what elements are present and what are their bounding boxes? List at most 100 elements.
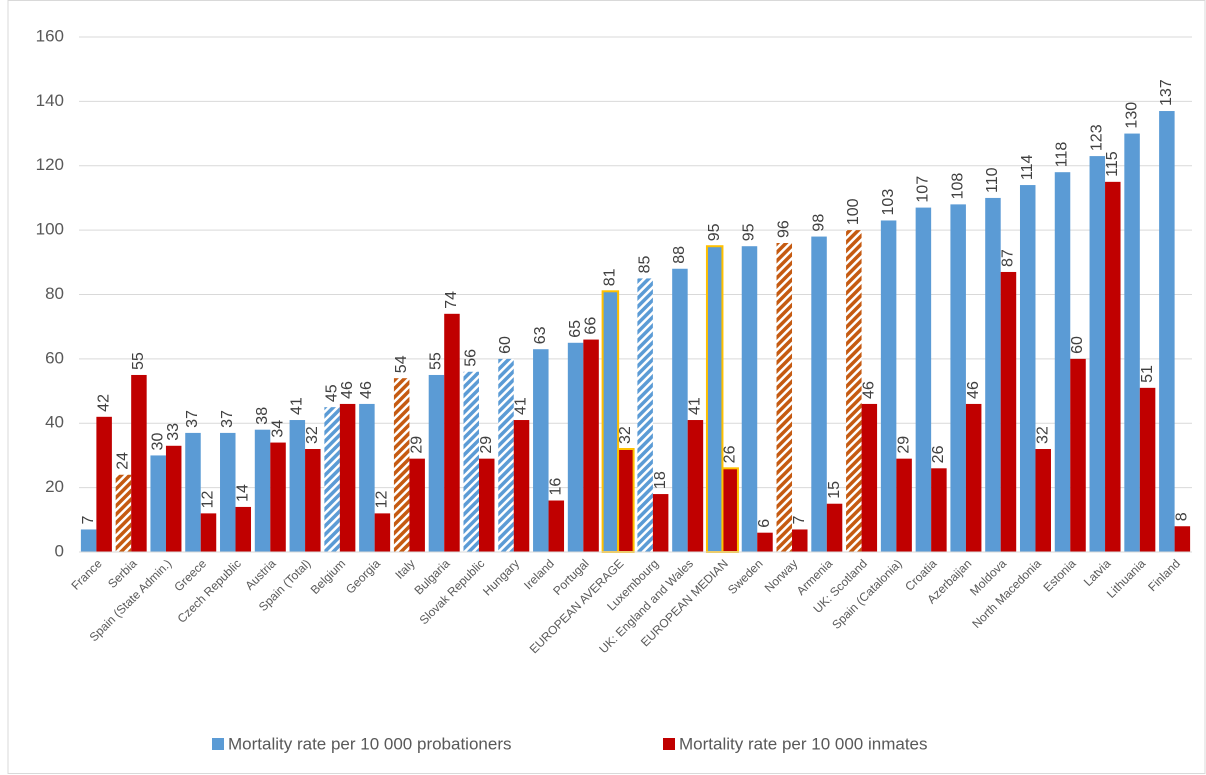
value-label: 7 (80, 515, 97, 524)
bar (1054, 172, 1071, 552)
value-label: 65 (567, 320, 584, 338)
bar (950, 204, 966, 552)
bar (235, 506, 252, 552)
bar (305, 449, 321, 552)
bar (393, 378, 410, 552)
bar (478, 458, 495, 552)
value-label: 81 (602, 268, 619, 286)
bar (1019, 185, 1036, 552)
bar (409, 458, 425, 552)
value-label: 108 (949, 173, 966, 200)
value-label: 46 (339, 381, 356, 399)
y-tick-label: 0 (55, 541, 64, 560)
bar (444, 313, 460, 552)
value-label: 29 (895, 436, 912, 454)
value-label: 56 (462, 349, 479, 367)
bar (741, 246, 758, 552)
bar (776, 243, 793, 552)
value-label: 123 (1089, 124, 1106, 151)
value-label: 85 (636, 256, 653, 274)
value-label: 41 (289, 397, 306, 415)
value-label: 100 (845, 198, 862, 225)
bar (880, 220, 897, 552)
value-label: 137 (1158, 79, 1175, 106)
value-label: 12 (374, 490, 391, 508)
value-label: 46 (861, 381, 878, 399)
value-label: 32 (617, 426, 634, 444)
value-label: 96 (775, 220, 792, 238)
x-tick-label: Lithuania (1104, 556, 1149, 601)
x-tick-label: Italy (392, 556, 417, 581)
value-label: 95 (706, 223, 723, 241)
x-tick-label: Sweden (725, 556, 766, 597)
value-label: 37 (219, 410, 236, 428)
bar (96, 416, 112, 552)
y-tick-label: 140 (36, 91, 64, 110)
x-tick-label: Estonia (1040, 556, 1078, 594)
bar (428, 374, 445, 552)
value-label: 24 (115, 452, 132, 470)
value-label: 45 (323, 384, 340, 402)
value-label: 63 (532, 326, 549, 344)
value-label: 55 (130, 352, 147, 370)
value-label: 60 (497, 336, 514, 354)
bar (1000, 271, 1017, 552)
bar (220, 432, 236, 552)
y-tick-label: 160 (36, 26, 64, 45)
value-label: 18 (652, 471, 669, 489)
bar (324, 407, 340, 552)
value-label: 32 (1034, 426, 1051, 444)
value-label: 16 (548, 478, 565, 496)
value-label: 34 (269, 420, 286, 438)
bar (567, 342, 584, 552)
x-tick-label: Georgia (343, 556, 383, 596)
value-label: 95 (741, 223, 758, 241)
bar (826, 503, 843, 552)
bar (463, 371, 479, 552)
bar (792, 529, 808, 552)
bar (601, 290, 620, 553)
value-label: 60 (1069, 336, 1086, 354)
bar (637, 278, 653, 552)
value-label: 26 (930, 445, 947, 463)
legend-label: Mortality rate per 10 000 inmates (679, 734, 928, 753)
bar (861, 403, 878, 552)
bar (652, 494, 669, 552)
bar (705, 245, 724, 553)
bar (513, 420, 530, 552)
value-label: 14 (234, 484, 251, 502)
value-label: 103 (880, 189, 897, 216)
bar (1089, 156, 1106, 552)
value-label: 38 (254, 407, 271, 425)
bar (1174, 526, 1191, 552)
x-tick-label: Belgium (308, 556, 349, 597)
bar (80, 529, 97, 552)
bar (583, 339, 599, 552)
bar (200, 513, 217, 552)
x-tick-label: Latvia (1081, 556, 1114, 589)
bar (617, 448, 635, 553)
value-label: 51 (1139, 365, 1156, 383)
bar (757, 532, 773, 552)
value-label: 37 (184, 410, 201, 428)
value-label: 15 (826, 481, 843, 499)
bar (985, 197, 1001, 552)
legend-swatch (212, 738, 224, 750)
bar (254, 429, 271, 552)
value-label: 118 (1054, 142, 1071, 168)
bar (115, 474, 132, 552)
value-label: 46 (965, 381, 982, 399)
value-label: 114 (1019, 154, 1036, 180)
value-label: 30 (149, 433, 166, 451)
bar (1035, 449, 1051, 552)
y-tick-label: 100 (36, 220, 64, 239)
bar (165, 445, 182, 552)
bar (359, 403, 375, 552)
legend-label: Mortality rate per 10 000 probationers (228, 734, 512, 753)
x-tick-label: France (68, 556, 105, 593)
y-tick-label: 40 (45, 413, 64, 432)
bar (931, 468, 947, 552)
value-label: 33 (165, 423, 182, 441)
y-tick-label: 60 (45, 348, 64, 367)
